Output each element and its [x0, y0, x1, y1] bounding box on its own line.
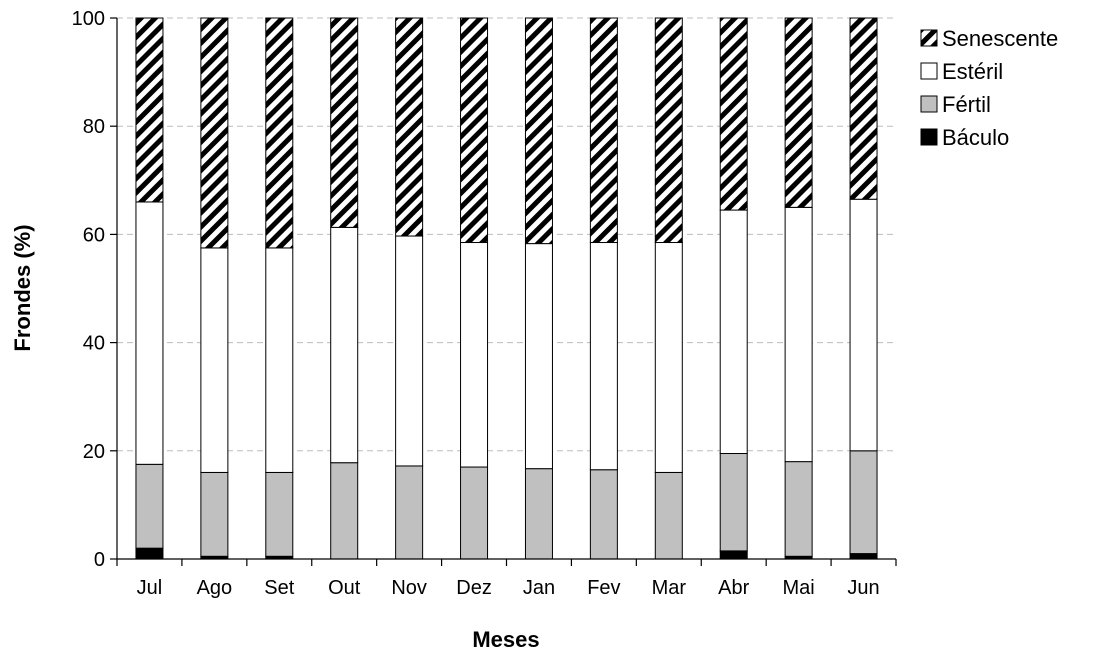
bar-segment-fertil [719, 453, 748, 552]
bar-segment-esteril [654, 242, 683, 473]
y-ticks: 0 20 40 60 80 100 [72, 8, 117, 571]
x-axis-title: Meses [472, 627, 539, 652]
bar-segment-senescente [330, 17, 359, 228]
bar-segment-esteril [524, 243, 553, 470]
bar-segment-esteril [200, 247, 229, 473]
bar-segment-fertil [135, 463, 164, 549]
bar-segment-senescente [460, 17, 489, 244]
y-tick-label: 60 [83, 224, 105, 246]
bar-segment-senescente [524, 17, 553, 245]
bar-segment-baculo [719, 550, 748, 560]
bar-segment-fertil [784, 461, 813, 557]
x-tick-label: Mar [652, 577, 687, 599]
bar-segment-esteril [460, 242, 489, 468]
bar-segment-esteril [849, 198, 878, 452]
bar-segment-esteril [395, 235, 424, 467]
bar-segment-fertil [265, 471, 294, 557]
bar-segment-senescente [784, 17, 813, 208]
legend-label: Fértil [942, 92, 991, 117]
x-tick-label: Jan [523, 577, 555, 599]
x-tick-label: Nov [391, 577, 427, 599]
x-tick-label: Out [328, 577, 361, 599]
y-axis-title: Frondes (%) [10, 224, 35, 351]
bar-segment-senescente [849, 17, 878, 200]
bar-segment-esteril [589, 242, 618, 471]
y-tick-label: 80 [83, 116, 105, 138]
bar-segment-senescente [719, 17, 748, 211]
y-tick-label: 40 [83, 333, 105, 355]
x-tick-label: Set [264, 577, 294, 599]
legend-swatch [920, 62, 938, 80]
y-tick-label: 100 [72, 8, 105, 30]
legend-swatch [920, 95, 938, 113]
bar-segment-esteril [784, 206, 813, 463]
x-tick-label: Dez [456, 577, 492, 599]
y-tick-label: 20 [83, 441, 105, 463]
bar-segment-esteril [265, 247, 294, 473]
x-tick-label: Mai [783, 577, 815, 599]
x-tick-label: Fev [587, 577, 620, 599]
bar-segment-fertil [395, 465, 424, 560]
bar-segment-fertil [589, 469, 618, 560]
bar-segment-fertil [654, 471, 683, 560]
bar-segment-senescente [200, 17, 229, 249]
bar-segment-fertil [460, 466, 489, 560]
x-tick-label: Abr [718, 577, 749, 599]
y-tick-label: 0 [94, 549, 105, 571]
bar-segment-senescente [265, 17, 294, 249]
bar-segment-senescente [589, 17, 618, 244]
bar-segment-senescente [654, 17, 683, 244]
x-tick-label: Jun [847, 577, 879, 599]
legend-label: Estéril [942, 59, 1003, 84]
bar-segment-fertil [524, 468, 553, 560]
bar-segment-baculo [135, 547, 164, 560]
bar-segment-fertil [330, 462, 359, 560]
legend-swatch [920, 128, 938, 146]
bar-segment-esteril [330, 226, 359, 464]
legend-label: Senescente [942, 26, 1058, 51]
bar-segment-senescente [135, 17, 164, 203]
bars [135, 17, 878, 560]
x-ticks: Jul Ago Set Out Nov Dez Jan Fev Mar Abr Mai Jun [116, 559, 897, 599]
gridlines [117, 17, 896, 452]
bar-segment-esteril [135, 201, 164, 465]
bar-segment-fertil [849, 450, 878, 555]
bar-segment-baculo [849, 553, 878, 560]
legend: Senescente Estéril Fértil Báculo [920, 26, 1058, 150]
x-tick-label: Jul [137, 577, 163, 599]
bar-segment-fertil [200, 471, 229, 557]
bar-segment-esteril [719, 209, 748, 455]
x-tick-label: Ago [197, 577, 233, 599]
bar-segment-senescente [395, 17, 424, 237]
legend-swatch [920, 29, 938, 47]
legend-label: Báculo [942, 125, 1009, 150]
